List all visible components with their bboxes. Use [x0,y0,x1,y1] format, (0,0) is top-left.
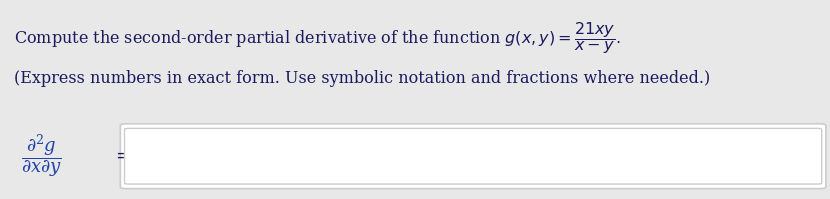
FancyBboxPatch shape [124,128,822,184]
FancyBboxPatch shape [120,124,826,189]
Text: Compute the second-order partial derivative of the function $g(x, y) = \dfrac{21: Compute the second-order partial derivat… [14,20,621,56]
Text: (Express numbers in exact form. Use symbolic notation and fractions where needed: (Express numbers in exact form. Use symb… [14,70,710,87]
Text: $\dfrac{\partial^2 g}{\partial x\partial y}$: $\dfrac{\partial^2 g}{\partial x\partial… [21,132,62,179]
Text: $=$: $=$ [112,147,130,164]
